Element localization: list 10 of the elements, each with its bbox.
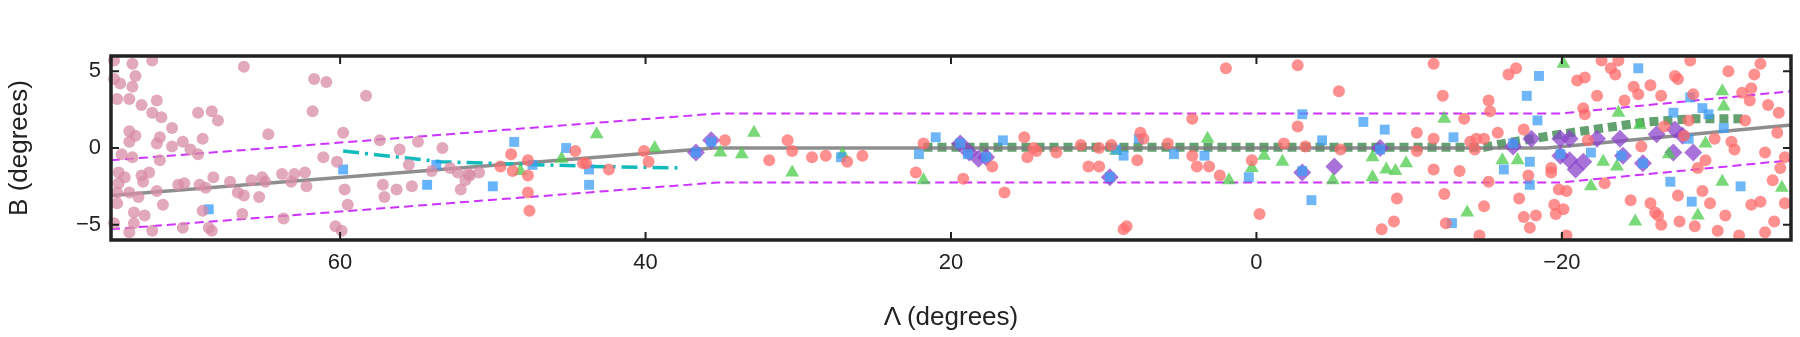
x-axis-title: Λ (degrees) bbox=[883, 300, 1019, 331]
x-tick-label: −20 bbox=[1543, 249, 1581, 275]
x-tick-label: 60 bbox=[327, 249, 353, 275]
y-axis-title: B (degrees) bbox=[2, 80, 33, 216]
x-tick-label: 40 bbox=[633, 249, 658, 275]
x-tick-label: 20 bbox=[938, 249, 964, 275]
y-tick-label: −5 bbox=[75, 210, 101, 236]
y-tick-label: 5 bbox=[88, 57, 101, 83]
x-tick-label: 0 bbox=[1250, 249, 1263, 275]
y-tick-label: 0 bbox=[88, 134, 101, 160]
